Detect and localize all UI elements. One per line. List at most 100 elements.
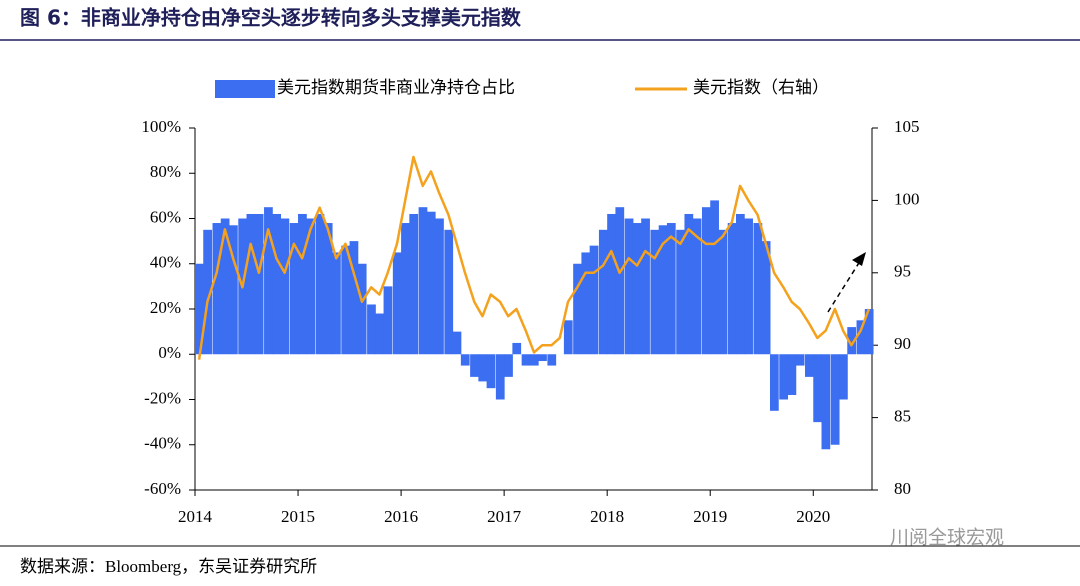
bar [289, 223, 299, 355]
y2-tick-label: 80 [894, 479, 911, 498]
bar [203, 229, 212, 355]
bar [779, 354, 789, 400]
bar [272, 213, 282, 355]
bar [418, 207, 428, 355]
bar [658, 225, 668, 355]
bar [607, 213, 616, 355]
x-tick-label: 2016 [384, 507, 418, 526]
bar [563, 320, 573, 355]
bar [246, 213, 256, 355]
bar [357, 263, 367, 355]
bar [692, 218, 702, 355]
y-tick-label: 80% [150, 162, 181, 181]
bar [264, 207, 273, 355]
bar [392, 252, 402, 355]
bar [367, 304, 376, 355]
y-tick-label: 60% [150, 207, 181, 226]
bar [624, 218, 634, 355]
bar [641, 218, 650, 355]
y2-tick-label: 105 [894, 117, 920, 136]
y-tick-label: 100% [141, 117, 181, 136]
bar [229, 225, 238, 355]
x-tick-label: 2014 [178, 507, 213, 526]
bar [323, 223, 333, 355]
bar [401, 223, 410, 355]
y2-tick-label: 100 [894, 189, 920, 208]
bar [538, 354, 547, 362]
bar [676, 229, 685, 355]
bar [727, 223, 737, 355]
bar [761, 241, 771, 355]
bar [615, 207, 625, 355]
bar [444, 229, 454, 355]
bar [375, 313, 385, 355]
bar [573, 263, 582, 355]
y-tick-label: 20% [150, 298, 181, 317]
bar [795, 354, 805, 366]
bar [769, 354, 779, 411]
bar [504, 354, 513, 377]
bar [521, 354, 531, 366]
bar [718, 229, 728, 355]
bar [383, 286, 393, 355]
bar [341, 245, 351, 355]
bar [495, 354, 505, 400]
bar [298, 213, 307, 355]
y-tick-label: -40% [144, 434, 181, 453]
bar [349, 241, 359, 355]
bar [220, 218, 230, 355]
bar [195, 263, 204, 355]
bar [426, 211, 436, 355]
bar [787, 354, 797, 395]
bar [478, 354, 488, 382]
bar [735, 213, 745, 355]
bar [332, 252, 341, 355]
bar [701, 207, 711, 355]
bar [470, 354, 479, 377]
bar [632, 223, 642, 355]
x-tick-label: 2020 [796, 507, 830, 526]
bar [847, 327, 857, 355]
legend-swatch [215, 80, 275, 98]
bar [306, 218, 316, 355]
bar [486, 354, 496, 389]
bar [547, 354, 557, 366]
bar [856, 320, 866, 355]
bar [666, 223, 676, 355]
line [197, 155, 871, 360]
bar [684, 213, 694, 355]
bar [710, 200, 719, 355]
bar [409, 213, 419, 355]
x-tick-label: 2017 [487, 507, 522, 526]
y-tick-label: -60% [144, 479, 181, 498]
bar [821, 354, 831, 450]
bar [813, 354, 823, 423]
bar [460, 354, 470, 366]
watermark: 川阅全球宏观 [890, 527, 1004, 549]
source: 数据来源：Bloomberg，东吴证券研究所 [20, 557, 317, 576]
bar [805, 354, 814, 377]
y2-tick-label: 90 [894, 334, 911, 353]
bar [830, 354, 840, 445]
bar [864, 309, 874, 355]
bar [280, 218, 290, 355]
y2-tick-label: 85 [894, 407, 911, 426]
y-tick-label: -20% [144, 388, 181, 407]
x-tick-label: 2015 [281, 507, 315, 526]
bar [254, 213, 264, 355]
x-tick-label: 2019 [693, 507, 727, 526]
bar [435, 218, 444, 355]
bar [315, 213, 325, 355]
trend-arrow [827, 252, 866, 313]
y-tick-label: 0% [158, 343, 181, 362]
bar [744, 218, 753, 355]
bar [512, 342, 522, 355]
legend-label: 美元指数期货非商业净持仓占比 [277, 78, 515, 97]
bar [581, 252, 591, 355]
legend-label: 美元指数（右轴） [693, 78, 829, 97]
bar [452, 331, 462, 355]
y-tick-label: 40% [150, 253, 181, 272]
y2-tick-label: 95 [894, 262, 911, 281]
bar [753, 223, 763, 355]
